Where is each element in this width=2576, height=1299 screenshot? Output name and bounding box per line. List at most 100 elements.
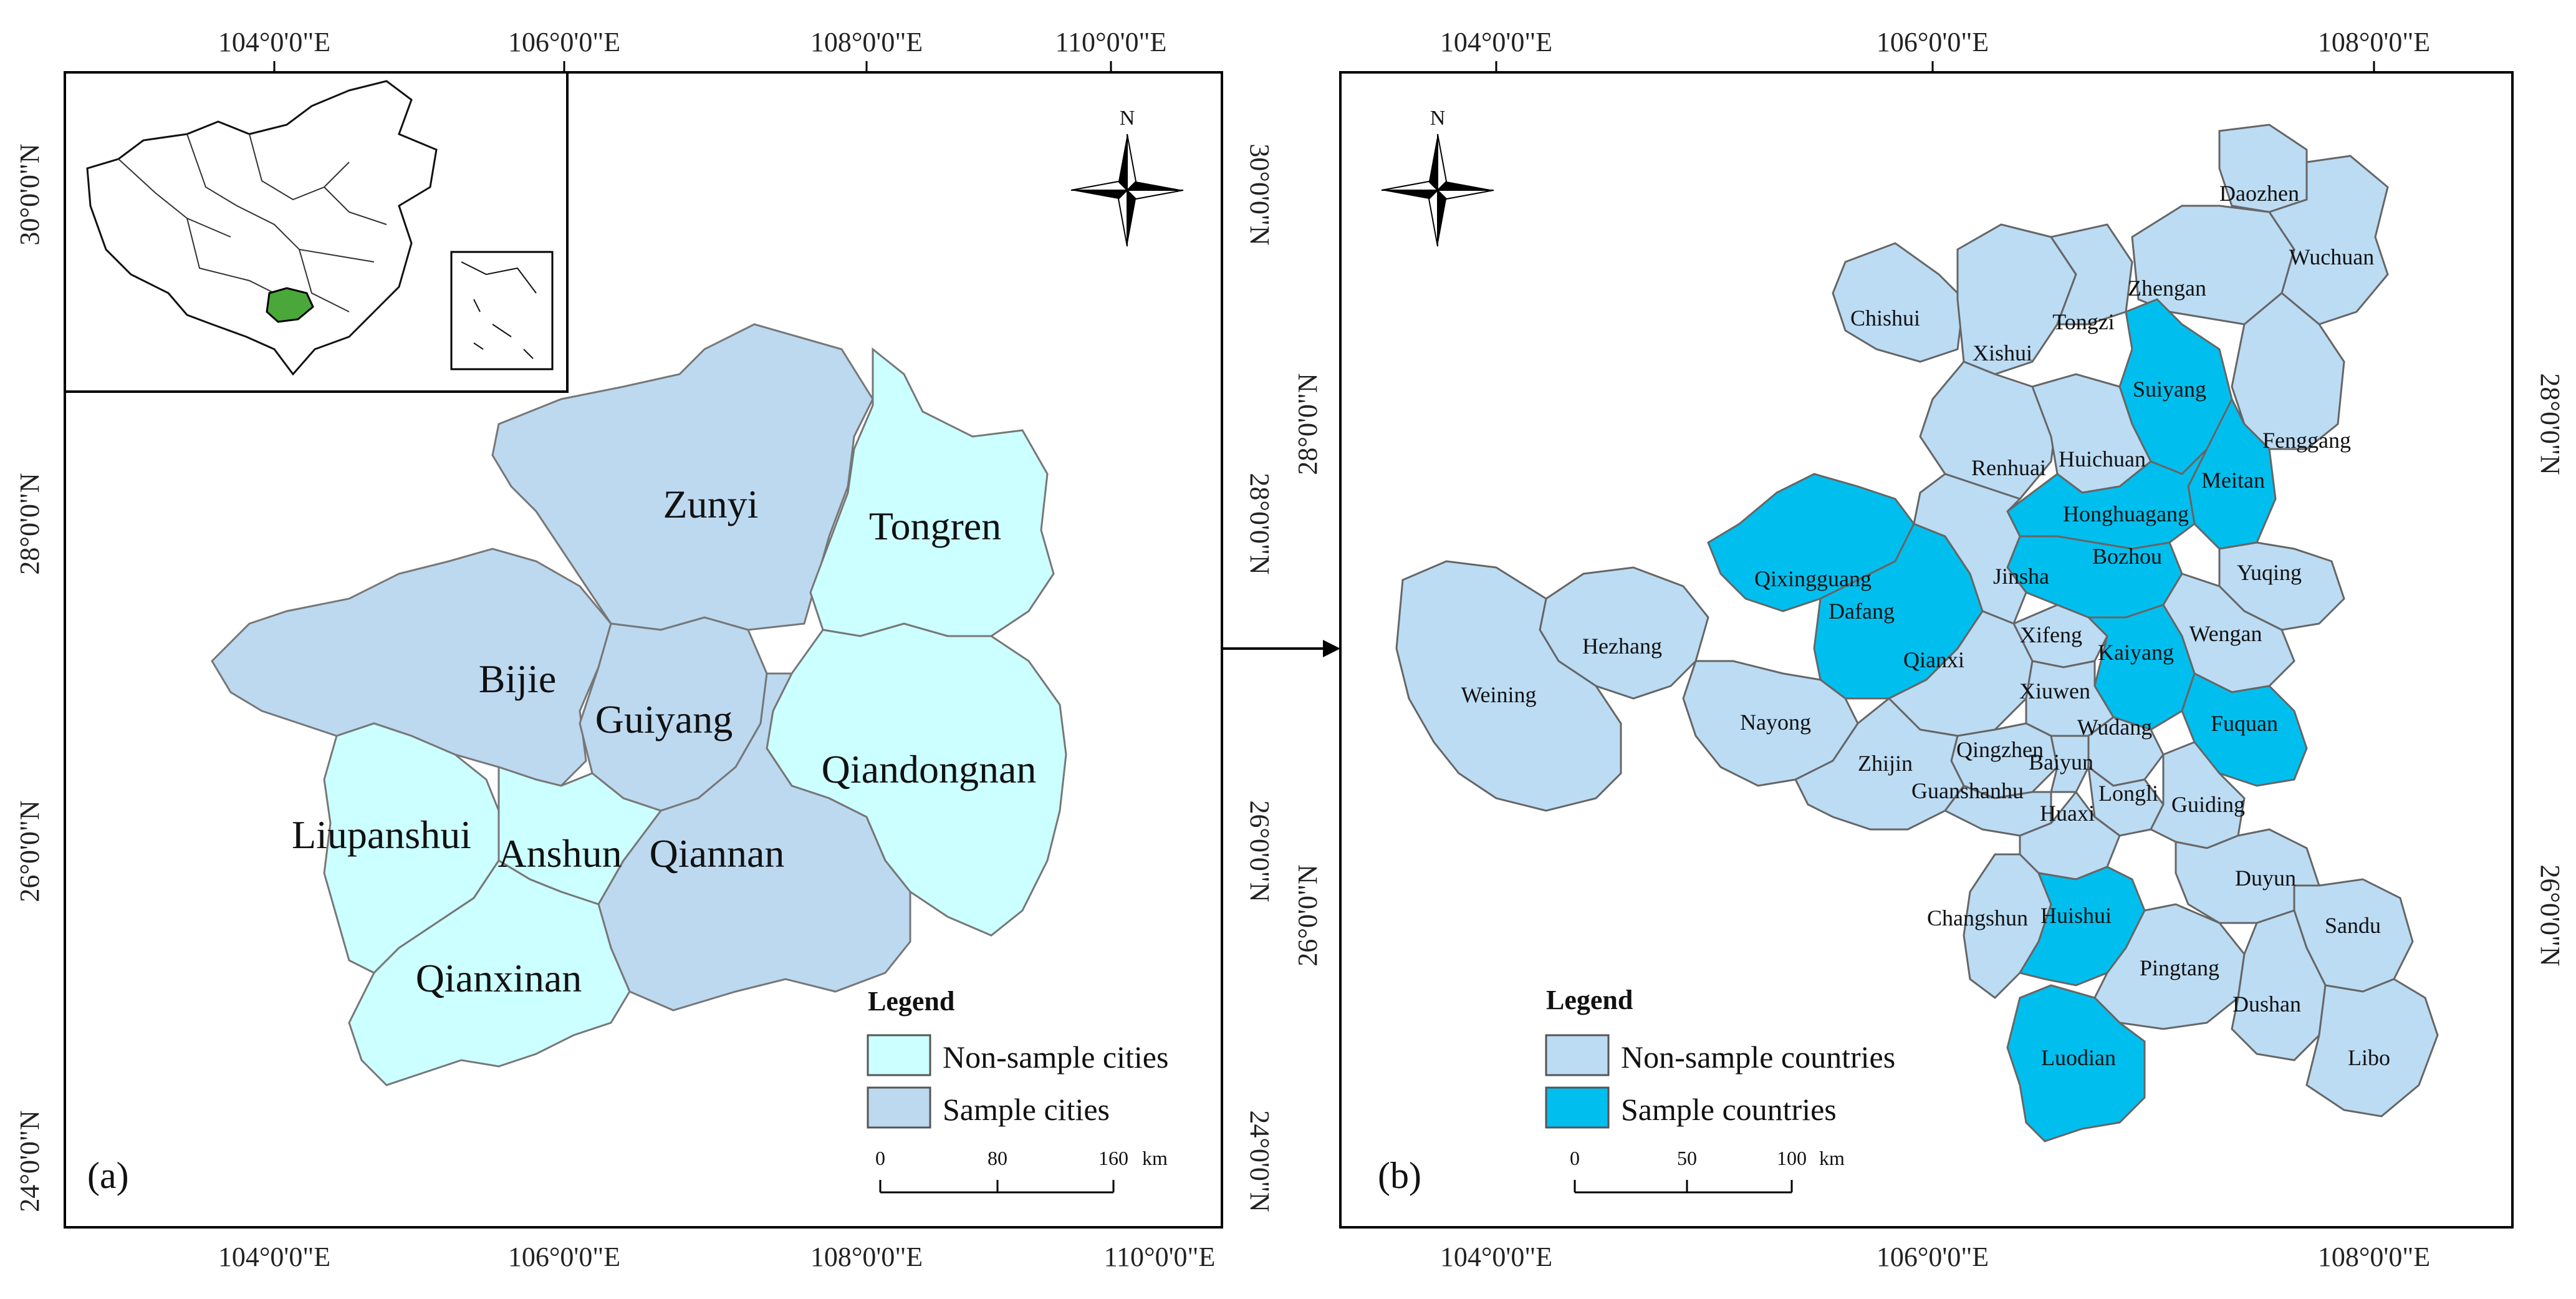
panel-a-left-ticks: 30°0'0"N 28°0'0"N 26°0'0"N 24°0'0"N — [14, 143, 45, 1212]
legend-swatch-sample — [1545, 1086, 1610, 1129]
legend-title: Legend — [1546, 985, 1633, 1015]
tick-label: 110°0'0"E — [1104, 1242, 1216, 1272]
county-label: Hezhang — [1582, 634, 1662, 659]
tick-label: 108°0'0"E — [2318, 1242, 2430, 1272]
county-label: Longli — [2098, 781, 2158, 806]
tick-label: 104°0'0"E — [1440, 1242, 1552, 1272]
city-label-qiandongnan: Qiandongnan — [822, 747, 1037, 791]
county-label: Wengan — [2189, 621, 2262, 646]
city-label-zunyi: Zunyi — [663, 482, 759, 526]
tick-label: 108°0'0"E — [810, 27, 923, 57]
county-label: Qixingguang — [1754, 566, 1872, 591]
tick-label: 104°0'0"E — [1440, 27, 1552, 57]
panel-a-tag: (a) — [87, 1155, 129, 1196]
south-sea-inset — [450, 251, 554, 370]
panel-connector-arrow — [1222, 640, 1340, 657]
county-label: Honghuagang — [2063, 501, 2189, 526]
legend-swatch-non-sample — [1545, 1034, 1610, 1076]
north-label: N — [1120, 107, 1135, 130]
county-label: Weining — [1461, 682, 1536, 707]
north-arrow-b: N — [1381, 107, 1494, 247]
county-label: Duyun — [2235, 866, 2296, 891]
county-label: Dushan — [2232, 992, 2301, 1017]
county-label: Changshun — [1927, 905, 2028, 930]
region-fenggang — [2231, 292, 2345, 450]
county-label: Meitan — [2201, 468, 2265, 493]
tick-label: 30°0'0"N — [1244, 143, 1275, 245]
county-label: Baiyun — [2029, 750, 2093, 775]
county-label: Libo — [2348, 1045, 2390, 1070]
county-label: Qianxi — [1903, 647, 1964, 672]
tick-label: 24°0'0"N — [14, 1110, 45, 1212]
county-label: Huaxi — [2040, 801, 2095, 826]
legend-b: Legend Non-sample countries Sample count… — [1545, 985, 1895, 1129]
county-label: Dafang — [1829, 599, 1895, 624]
county-label: Guiding — [2171, 792, 2245, 817]
tick-label: 28°0'0"N — [2535, 373, 2565, 475]
tick-label: 26°0'0"N — [1244, 800, 1275, 902]
scale-unit: km — [1142, 1147, 1168, 1169]
tick-label: 28°0'0"N — [1292, 373, 1323, 475]
region-jinsha — [1913, 473, 2027, 625]
north-label: N — [1430, 107, 1446, 130]
scale-label: 80 — [988, 1147, 1007, 1169]
scale-label: 160 — [1098, 1147, 1128, 1169]
county-labels: Daozhen Wuchuan Chishui Tongzi Zhengan X… — [1461, 181, 2390, 1070]
region-qiannan — [597, 672, 911, 1012]
region-wuchuan — [2267, 155, 2389, 326]
panel-b-tag: (b) — [1378, 1155, 1421, 1196]
scale-label: 100 — [1777, 1147, 1807, 1169]
county-label: Qingzhen — [1956, 737, 2044, 762]
tick-label: 104°0'0"E — [218, 27, 330, 57]
county-label: Suiyang — [2133, 377, 2206, 402]
county-label: Jinsha — [1993, 564, 2049, 589]
panel-b-left-ticks: 28°0'0"N 26°0'0"N — [1292, 373, 1323, 966]
scale-label: 0 — [1570, 1147, 1580, 1169]
county-label: Sandu — [2325, 913, 2381, 938]
city-labels: Zunyi Tongren Bijie Guiyang Qiandongnan … — [292, 482, 1036, 1000]
city-label-qiannan: Qiannan — [650, 831, 785, 876]
region-zhijin — [1794, 697, 1965, 831]
guizhou-highlight — [266, 287, 314, 323]
legend-title: Legend — [868, 986, 954, 1017]
panel-b: 104°0'0"E 106°0'0"E 108°0'0"E 104°0'0"E … — [1292, 27, 2565, 1272]
region-weining — [1395, 560, 1622, 812]
county-label: Zhengan — [2128, 276, 2206, 301]
city-label-anshun: Anshun — [497, 831, 622, 876]
county-label: Pingtang — [2140, 955, 2219, 980]
legend-a: Legend Non-sample cities Sample cities — [867, 986, 1168, 1129]
county-regions — [1395, 123, 2439, 1142]
county-label: Wuchuan — [2289, 244, 2375, 269]
county-label: Xishui — [1973, 340, 2032, 365]
region-qianxinan — [348, 859, 631, 1086]
panel-a-bottom-ticks: 104°0'0"E 106°0'0"E 108°0'0"E 110°0'0"E — [218, 1242, 1216, 1272]
county-label: Kaiyang — [2098, 640, 2174, 665]
panel-b-top-ticks: 104°0'0"E 106°0'0"E 108°0'0"E — [1440, 27, 2430, 72]
scale-unit: km — [1819, 1147, 1845, 1169]
south-sea-islands — [461, 261, 537, 359]
county-label: Xiuwen — [2019, 678, 2090, 703]
region-xishui — [1956, 223, 2077, 375]
county-label: Nayong — [1740, 710, 1811, 735]
county-label: Wudang — [2077, 715, 2153, 740]
county-label: Huishui — [2040, 903, 2112, 928]
tick-label: 28°0'0"N — [14, 473, 45, 574]
county-label: Fuquan — [2211, 711, 2278, 736]
tick-label: 110°0'0"E — [1055, 27, 1167, 57]
tick-label: 104°0'0"E — [218, 1242, 330, 1272]
county-label: Xifeng — [2020, 622, 2082, 647]
region-tongzi — [2049, 223, 2133, 326]
panel-a: 104°0'0"E 106°0'0"E 108°0'0"E 110°0'0"E … — [14, 27, 1275, 1272]
county-label: Yuqing — [2237, 560, 2302, 585]
legend-swatch-non-sample — [867, 1034, 931, 1076]
scale-bar-b: 0 50 100 km — [1570, 1147, 1845, 1194]
city-label-liupanshui: Liupanshui — [292, 813, 471, 857]
north-arrow-a: N — [1070, 107, 1184, 247]
city-label-tongren: Tongren — [869, 504, 1001, 548]
tick-label: 28°0'0"N — [1244, 473, 1275, 574]
county-label: Bozhou — [2092, 544, 2162, 569]
region-luodian — [2006, 984, 2146, 1142]
legend-label-sample: Sample cities — [943, 1092, 1110, 1127]
tick-label: 108°0'0"E — [2318, 27, 2430, 57]
